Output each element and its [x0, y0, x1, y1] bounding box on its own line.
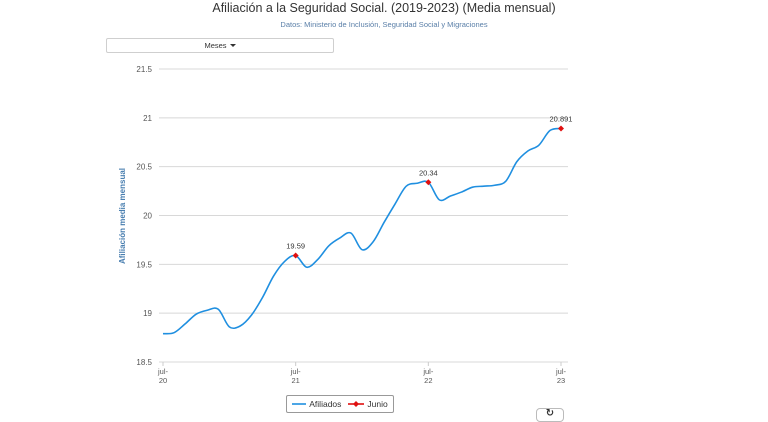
x-tick-label: jul- [157, 367, 169, 376]
x-tick-label: jul- [422, 367, 434, 376]
data-label: 20.34 [419, 168, 438, 177]
x-tick-label: 23 [557, 376, 565, 385]
y-tick-label: 19.5 [136, 260, 152, 269]
caret-down-icon [229, 44, 236, 47]
grid-lines [159, 68, 568, 363]
line-swatch-icon [292, 403, 307, 405]
legend-item-junio[interactable]: Junio [348, 399, 388, 409]
y-tick-label: 21.5 [136, 65, 152, 74]
y-tick-label: 19 [143, 309, 152, 318]
y-tick-label: 18.5 [136, 358, 152, 367]
y-axis-label: Afiliación media mensual [118, 168, 127, 264]
refresh-icon: ↻ [545, 408, 555, 419]
legend-label-junio: Junio [367, 399, 388, 409]
chart-subtitle: Datos: Ministerio de Inclusión, Segurida… [280, 20, 488, 29]
y-tick-label: 21 [143, 114, 152, 123]
x-tick-label: jul- [555, 367, 567, 376]
junio-point[interactable] [558, 125, 564, 132]
refresh-button[interactable]: ↻ [536, 408, 564, 422]
diamond-marker-icon [348, 401, 365, 407]
data-label: 20.891 [550, 114, 573, 123]
x-tick-label: 22 [424, 376, 432, 385]
junio-point[interactable] [292, 252, 299, 259]
period-selector[interactable]: Meses [106, 38, 334, 53]
period-selector-label: Meses [204, 41, 227, 50]
chart-title: Afiliación a la Seguridad Social. (2019-… [212, 1, 556, 15]
junio-point[interactable] [425, 179, 432, 186]
series-line-afiliados [162, 127, 562, 335]
y-tick-label: 20 [143, 212, 152, 221]
x-tick-label: 20 [159, 376, 167, 385]
x-tick-label: 21 [291, 376, 299, 385]
y-tick-label: 20.5 [136, 163, 152, 172]
legend: Afiliados Junio [286, 395, 394, 413]
y-axis: 18.5 19 19.5 20 20.5 21 21.5 [136, 65, 152, 367]
x-tick-label: jul- [290, 367, 302, 376]
legend-label-afiliados: Afiliados [309, 399, 342, 409]
data-label: 19.59 [286, 242, 305, 251]
series-layer: 19.59 20.34 20.891 [162, 114, 573, 335]
legend-item-afiliados[interactable]: Afiliados [292, 399, 341, 409]
